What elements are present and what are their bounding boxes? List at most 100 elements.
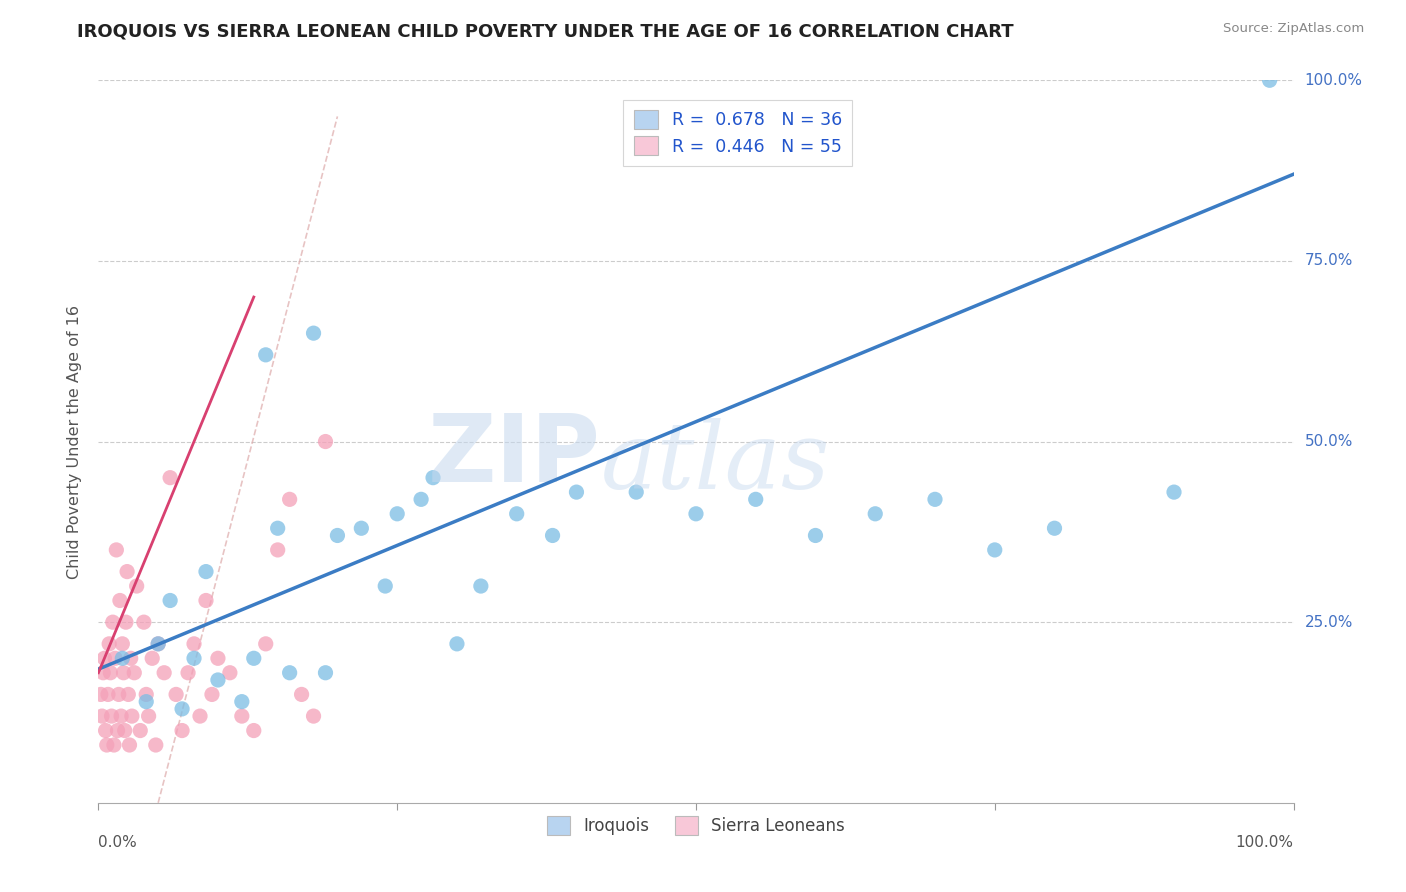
Point — [207, 673, 229, 687]
Point — [1258, 73, 1281, 87]
Text: atlas: atlas — [600, 418, 830, 508]
Point — [506, 507, 529, 521]
Point — [94, 723, 117, 738]
Point — [254, 637, 277, 651]
Text: Source: ZipAtlas.com: Source: ZipAtlas.com — [1223, 22, 1364, 36]
Point — [145, 738, 167, 752]
Point — [110, 709, 132, 723]
Point — [267, 542, 290, 557]
Point — [685, 507, 707, 521]
Point — [267, 521, 290, 535]
Text: 100.0%: 100.0% — [1305, 73, 1362, 87]
Point — [195, 565, 218, 579]
Point — [159, 470, 181, 484]
Point — [177, 665, 200, 680]
Point — [183, 651, 205, 665]
Point — [207, 651, 229, 665]
Point — [165, 687, 187, 701]
Point — [107, 687, 129, 701]
Point — [97, 687, 120, 701]
Text: 100.0%: 100.0% — [1236, 835, 1294, 850]
Point — [411, 492, 433, 507]
Point — [138, 709, 160, 723]
Point — [231, 695, 253, 709]
Point — [132, 615, 155, 630]
Point — [984, 542, 1007, 557]
Point — [90, 687, 112, 701]
Point — [626, 485, 648, 500]
Point — [103, 738, 125, 752]
Text: 50.0%: 50.0% — [1305, 434, 1353, 449]
Point — [172, 723, 194, 738]
Text: IROQUOIS VS SIERRA LEONEAN CHILD POVERTY UNDER THE AGE OF 16 CORRELATION CHART: IROQUOIS VS SIERRA LEONEAN CHILD POVERTY… — [77, 22, 1014, 40]
Point — [219, 665, 242, 680]
Point — [183, 637, 205, 651]
Point — [291, 687, 314, 701]
Point — [243, 723, 266, 738]
Point — [120, 651, 142, 665]
Point — [111, 651, 134, 665]
Point — [326, 528, 349, 542]
Point — [112, 665, 135, 680]
Point — [374, 579, 396, 593]
Point — [541, 528, 564, 542]
Point — [195, 593, 218, 607]
Text: 0.0%: 0.0% — [98, 835, 138, 850]
Point — [350, 521, 373, 535]
Point — [865, 507, 887, 521]
Point — [148, 637, 170, 651]
Text: 25.0%: 25.0% — [1305, 615, 1353, 630]
Point — [188, 709, 211, 723]
Point — [172, 702, 194, 716]
Point — [1163, 485, 1185, 500]
Point — [118, 738, 141, 752]
Point — [315, 434, 337, 449]
Point — [101, 615, 124, 630]
Point — [201, 687, 224, 701]
Point — [302, 709, 325, 723]
Point — [105, 542, 128, 557]
Point — [141, 651, 163, 665]
Point — [231, 709, 253, 723]
Point — [104, 651, 127, 665]
Point — [96, 738, 118, 752]
Point — [278, 665, 301, 680]
Legend: Iroquois, Sierra Leoneans: Iroquois, Sierra Leoneans — [537, 806, 855, 845]
Point — [278, 492, 301, 507]
Point — [1043, 521, 1066, 535]
Point — [135, 695, 157, 709]
Point — [91, 665, 114, 680]
Text: 75.0%: 75.0% — [1305, 253, 1353, 268]
Point — [117, 687, 139, 701]
Point — [565, 485, 588, 500]
Point — [93, 651, 115, 665]
Point — [108, 593, 131, 607]
Text: ZIP: ZIP — [427, 410, 600, 502]
Point — [470, 579, 492, 593]
Point — [121, 709, 143, 723]
Point — [254, 348, 277, 362]
Point — [135, 687, 157, 701]
Point — [115, 615, 138, 630]
Point — [745, 492, 768, 507]
Point — [98, 637, 121, 651]
Point — [153, 665, 176, 680]
Point — [91, 709, 114, 723]
Point — [385, 507, 409, 521]
Point — [115, 565, 138, 579]
Point — [124, 665, 146, 680]
Point — [422, 470, 444, 484]
Point — [148, 637, 170, 651]
Point — [107, 723, 129, 738]
Point — [924, 492, 946, 507]
Point — [315, 665, 337, 680]
Point — [804, 528, 827, 542]
Point — [159, 593, 181, 607]
Point — [129, 723, 152, 738]
Point — [114, 723, 136, 738]
Point — [100, 709, 122, 723]
Y-axis label: Child Poverty Under the Age of 16: Child Poverty Under the Age of 16 — [67, 304, 83, 579]
Point — [111, 637, 134, 651]
Point — [125, 579, 148, 593]
Point — [98, 665, 122, 680]
